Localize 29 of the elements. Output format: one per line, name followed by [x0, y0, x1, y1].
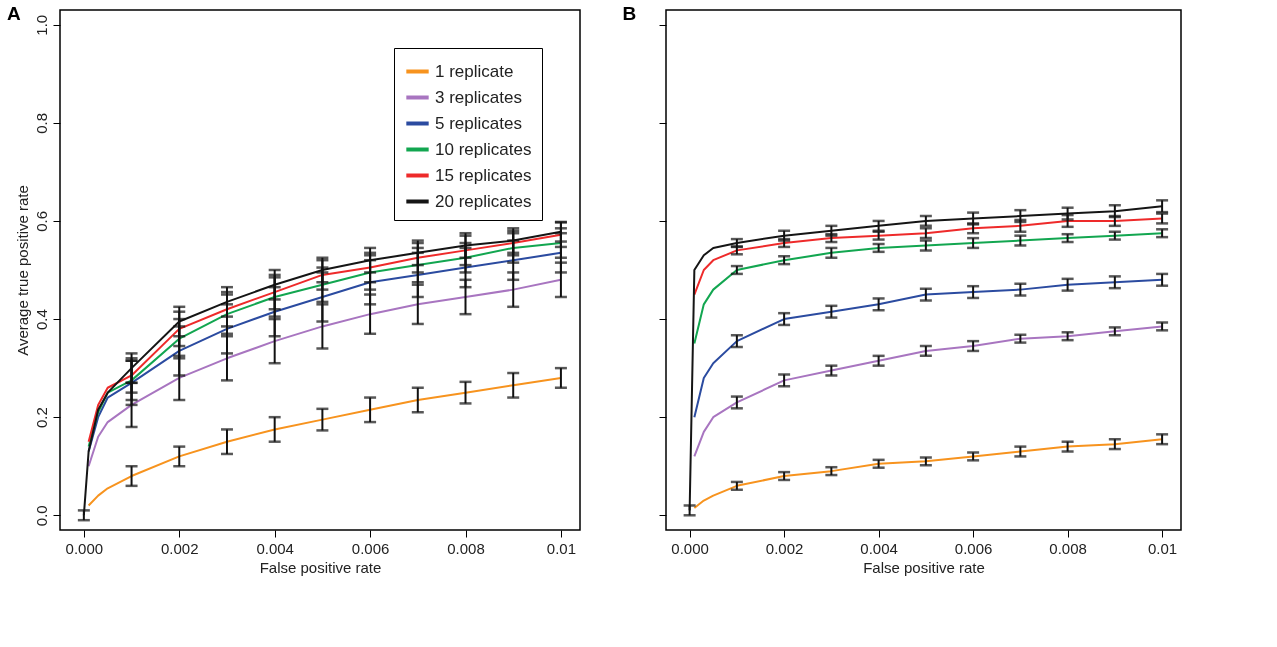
x-tick-label: 0.004: [860, 539, 898, 557]
x-tick-label: 0.000: [65, 539, 104, 557]
x-tick-label: 0.01: [1148, 539, 1178, 557]
x-axis-title: False positive rate: [259, 558, 382, 576]
x-tick-label: 0.004: [256, 539, 294, 557]
y-tick-label: 0.6: [32, 211, 50, 232]
y-tick-label: 1.0: [32, 14, 50, 36]
legend-label: 10 replicates: [435, 139, 532, 159]
legend-label: 20 replicates: [435, 191, 532, 211]
x-tick-label: 0.002: [765, 539, 804, 557]
legend-label: 3 replicates: [435, 87, 522, 107]
legend-label: 1 replicate: [435, 61, 514, 81]
legend-label: 5 replicates: [435, 113, 522, 133]
chart-title: B: [622, 3, 637, 24]
x-axis-title: False positive rate: [863, 558, 985, 576]
x-tick-label: 0.008: [1049, 539, 1087, 557]
legend-label: 15 replicates: [435, 165, 532, 185]
y-tick-label: 0.8: [32, 112, 50, 134]
x-tick-label: 0.000: [671, 539, 709, 557]
x-tick-label: 0.008: [447, 539, 485, 557]
y-tick-label: 0.0: [32, 505, 50, 527]
x-tick-label: 0.002: [160, 539, 199, 557]
y-tick-label: 0.2: [32, 407, 50, 429]
y-tick-label: 0.4: [32, 309, 50, 330]
x-tick-label: 0.006: [351, 539, 390, 557]
chart-title: A: [7, 3, 21, 24]
x-tick-label: 0.006: [954, 539, 993, 557]
x-tick-label: 0.01: [546, 539, 577, 557]
y-axis-title: Average true positive rate: [13, 185, 31, 356]
